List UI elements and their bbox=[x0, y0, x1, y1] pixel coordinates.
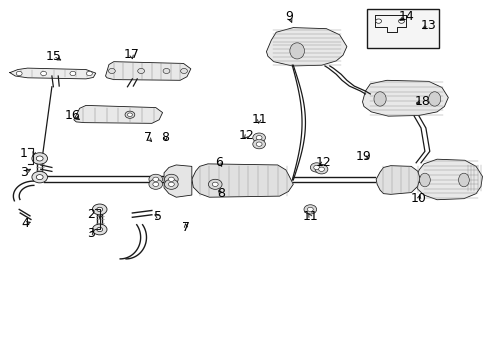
Polygon shape bbox=[163, 165, 191, 197]
Text: 8: 8 bbox=[161, 131, 169, 144]
Circle shape bbox=[16, 71, 22, 76]
Circle shape bbox=[70, 71, 76, 76]
Circle shape bbox=[163, 68, 169, 73]
Polygon shape bbox=[266, 28, 346, 66]
Text: 5: 5 bbox=[153, 210, 162, 223]
Circle shape bbox=[32, 171, 47, 183]
Circle shape bbox=[398, 19, 404, 23]
Text: 12: 12 bbox=[315, 156, 331, 169]
Ellipse shape bbox=[427, 92, 440, 106]
Text: 3: 3 bbox=[87, 227, 95, 240]
Circle shape bbox=[256, 142, 262, 146]
Text: 13: 13 bbox=[420, 19, 436, 32]
Text: 19: 19 bbox=[355, 150, 371, 163]
Text: 12: 12 bbox=[239, 129, 254, 142]
Text: 7: 7 bbox=[182, 221, 190, 234]
Text: 18: 18 bbox=[414, 95, 429, 108]
Circle shape bbox=[252, 133, 265, 142]
Text: 1: 1 bbox=[20, 147, 28, 159]
Polygon shape bbox=[362, 80, 447, 116]
Text: 15: 15 bbox=[45, 50, 61, 63]
Circle shape bbox=[92, 224, 107, 235]
Text: 2: 2 bbox=[87, 208, 95, 221]
Ellipse shape bbox=[419, 173, 429, 187]
Circle shape bbox=[138, 68, 144, 73]
Circle shape bbox=[32, 153, 47, 164]
Text: 11: 11 bbox=[251, 113, 266, 126]
Text: 16: 16 bbox=[65, 109, 81, 122]
Ellipse shape bbox=[373, 92, 386, 106]
Circle shape bbox=[36, 175, 43, 180]
Circle shape bbox=[153, 177, 158, 181]
Circle shape bbox=[149, 174, 162, 184]
Text: 7: 7 bbox=[143, 131, 152, 144]
Circle shape bbox=[180, 68, 187, 73]
Circle shape bbox=[92, 204, 107, 215]
Circle shape bbox=[86, 71, 92, 76]
Circle shape bbox=[212, 182, 218, 186]
Polygon shape bbox=[105, 62, 190, 80]
Circle shape bbox=[375, 19, 381, 23]
Circle shape bbox=[153, 182, 158, 186]
Text: 6: 6 bbox=[215, 156, 223, 169]
Circle shape bbox=[304, 205, 316, 214]
Circle shape bbox=[108, 68, 115, 73]
Circle shape bbox=[252, 139, 265, 149]
Circle shape bbox=[127, 113, 132, 117]
Circle shape bbox=[168, 177, 174, 181]
Text: 11: 11 bbox=[302, 210, 318, 223]
Circle shape bbox=[315, 165, 327, 174]
Circle shape bbox=[256, 135, 262, 140]
Ellipse shape bbox=[289, 43, 304, 59]
Circle shape bbox=[97, 227, 102, 231]
Polygon shape bbox=[74, 105, 162, 123]
Text: 17: 17 bbox=[123, 48, 139, 61]
Text: 8: 8 bbox=[217, 187, 224, 200]
Text: 10: 10 bbox=[410, 192, 426, 205]
Text: 14: 14 bbox=[398, 10, 413, 23]
Circle shape bbox=[313, 165, 319, 170]
Circle shape bbox=[125, 111, 135, 118]
FancyBboxPatch shape bbox=[366, 9, 438, 48]
Circle shape bbox=[168, 182, 174, 186]
Ellipse shape bbox=[458, 173, 468, 187]
Circle shape bbox=[318, 167, 324, 171]
Circle shape bbox=[149, 179, 162, 189]
Polygon shape bbox=[9, 68, 96, 79]
Circle shape bbox=[307, 207, 313, 212]
Circle shape bbox=[310, 163, 323, 172]
Text: 9: 9 bbox=[285, 10, 293, 23]
Circle shape bbox=[41, 71, 46, 76]
Polygon shape bbox=[191, 164, 293, 197]
Text: 4: 4 bbox=[21, 217, 29, 230]
Polygon shape bbox=[414, 159, 482, 200]
Circle shape bbox=[164, 174, 178, 184]
Circle shape bbox=[208, 179, 222, 189]
Circle shape bbox=[164, 179, 178, 189]
Circle shape bbox=[97, 207, 102, 212]
Text: 3: 3 bbox=[20, 166, 28, 179]
Circle shape bbox=[36, 156, 43, 161]
Polygon shape bbox=[375, 166, 419, 194]
